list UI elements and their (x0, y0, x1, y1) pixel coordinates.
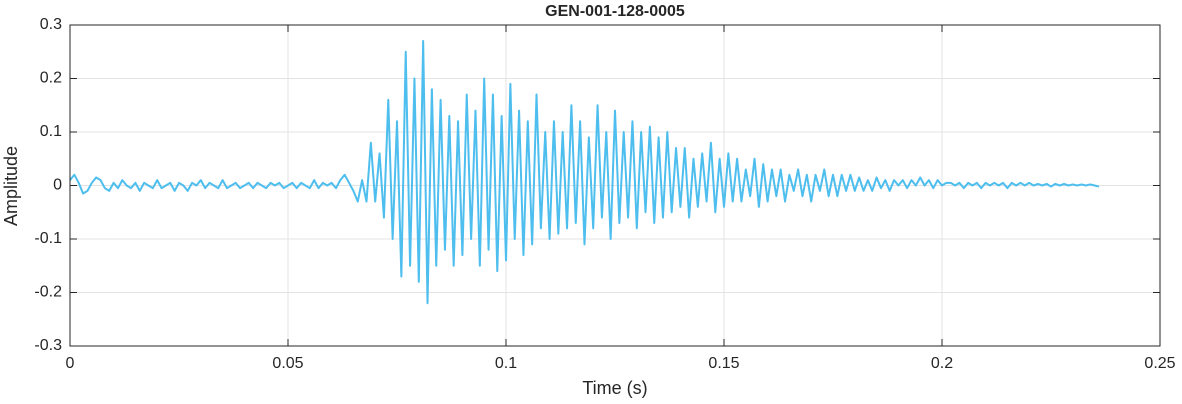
x-axis-label: Time (s) (582, 378, 647, 398)
axes: 0 0.05 0.1 0.15 0.2 0.25 -0.3 -0.2 -0.1 0 0.1 0.2 0.… (34, 16, 1175, 372)
axes-box (69, 24, 1161, 347)
y-tick-label: 0.3 (40, 16, 62, 33)
y-tick-label: -0.3 (34, 337, 62, 354)
y-axis-label: Amplitude (1, 146, 21, 226)
x-tick-label: 0.15 (708, 355, 739, 372)
x-tick-label: 0.05 (272, 355, 303, 372)
x-tick-label: 0.1 (495, 355, 517, 372)
y-tick-label: -0.2 (34, 284, 62, 301)
y-tick-label: 0.2 (40, 70, 62, 87)
y-tick-label: 0 (53, 177, 62, 194)
y-tick-label: 0.1 (40, 123, 62, 140)
chart-title: GEN-001-128-0005 (545, 3, 685, 20)
signal-line (69, 40, 1100, 305)
x-tick-label: 0.25 (1144, 355, 1175, 372)
y-tick-label: -0.1 (34, 230, 62, 247)
x-tick-label: 0 (66, 355, 75, 372)
x-tick-label: 0.2 (931, 355, 953, 372)
plot-area (69, 40, 1100, 305)
grid (69, 24, 1161, 347)
